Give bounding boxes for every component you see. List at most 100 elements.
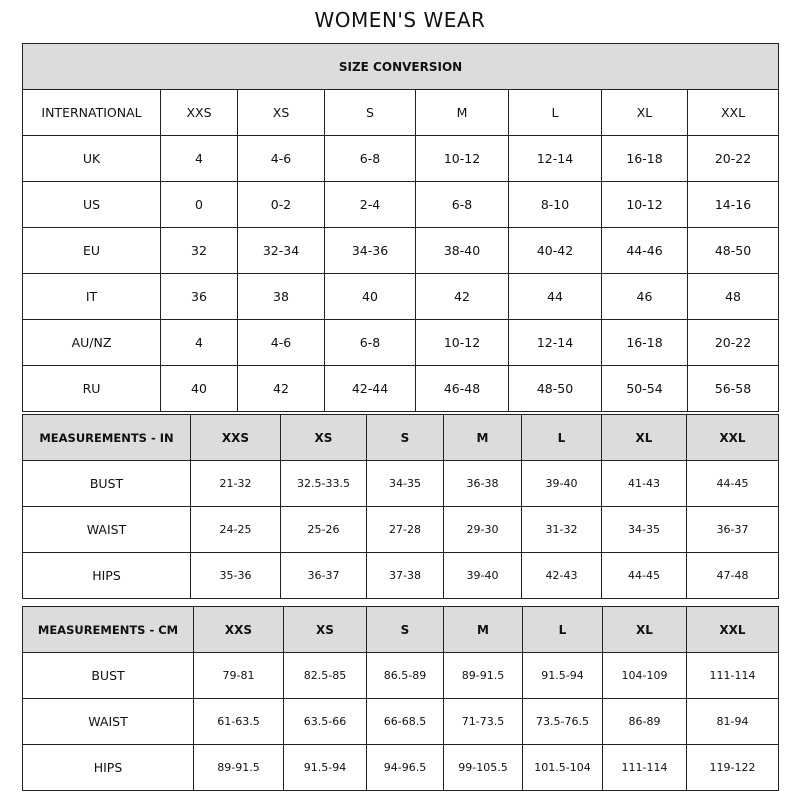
- measurements-cm-table: MEASUREMENTS - CM XXS XS S M L XL XXL BUST 79-81…: [22, 606, 779, 791]
- table-cell: 44: [508, 273, 602, 320]
- table-row: HIPS 89-91.5 91.5-94 94-96.5 99-105.5 101.5-1…: [22, 744, 779, 791]
- table-cell: 48-50: [686, 227, 780, 274]
- table-cell: 24-25: [190, 506, 281, 553]
- table-cell: 61-63.5: [193, 698, 284, 745]
- table-cell: 6-8: [324, 135, 416, 182]
- table-cell: 44-45: [601, 552, 687, 599]
- table-cell: 10-12: [601, 181, 688, 228]
- table-cell: 42: [237, 365, 325, 412]
- table-cell: 66-68.5: [366, 698, 444, 745]
- page-title: WOMEN'S WEAR: [314, 8, 486, 32]
- table-row: WAIST 24-25 25-26 27-28 29-30 31-32 34-35 36-37: [22, 506, 779, 553]
- table-cell: 8-10: [508, 181, 602, 228]
- table-row: RU 40 42 42-44 46-48 48-50 50-54 56-58: [22, 365, 780, 412]
- table-cell: 86-89: [602, 698, 687, 745]
- table-cell: 36-38: [443, 460, 522, 507]
- table-cell: 63.5-66: [283, 698, 367, 745]
- table-cell: 42-44: [324, 365, 416, 412]
- table-cell: 46-48: [415, 365, 509, 412]
- table-cell: 14-16: [686, 181, 780, 228]
- table-cell: 27-28: [366, 506, 444, 553]
- row-label: EU: [22, 227, 161, 274]
- row-label: US: [22, 181, 161, 228]
- table-row: WAIST 61-63.5 63.5-66 66-68.5 71-73.5 73.5-76…: [22, 698, 779, 745]
- table-cell: 6-8: [415, 181, 509, 228]
- table-cell: 25-26: [280, 506, 367, 553]
- row-label: AU/NZ: [22, 319, 161, 366]
- table-cell: 71-73.5: [443, 698, 523, 745]
- column-header: XXS: [160, 89, 238, 136]
- column-header: S: [366, 606, 444, 653]
- table-cell: 89-91.5: [193, 744, 284, 791]
- column-header: XL: [601, 89, 688, 136]
- row-label-header: INTERNATIONAL: [22, 89, 161, 136]
- column-header: XXS: [190, 414, 281, 461]
- table-cell: 32: [160, 227, 238, 274]
- table-cell: 42-43: [521, 552, 602, 599]
- column-header: L: [508, 89, 602, 136]
- column-header: M: [443, 414, 522, 461]
- row-label: WAIST: [22, 698, 194, 745]
- row-label: BUST: [22, 460, 191, 507]
- table-cell: 39-40: [521, 460, 602, 507]
- table-cell: 42: [415, 273, 509, 320]
- table-cell: 34-35: [366, 460, 444, 507]
- table-header-row: MEASUREMENTS - IN XXS XS S M L XL XXL: [22, 414, 779, 461]
- column-header: S: [324, 89, 416, 136]
- column-header: XL: [602, 606, 687, 653]
- table-cell: 31-32: [521, 506, 602, 553]
- table-cell: 46: [601, 273, 688, 320]
- table-cell: 32.5-33.5: [280, 460, 367, 507]
- table-cell: 35-36: [190, 552, 281, 599]
- table-cell: 99-105.5: [443, 744, 523, 791]
- table-cell: 12-14: [508, 135, 602, 182]
- table-cell: 39-40: [443, 552, 522, 599]
- table-cell: 48-50: [508, 365, 602, 412]
- table-cell: 119-122: [686, 744, 779, 791]
- table-cell: 36-37: [686, 506, 779, 553]
- table-row: HIPS 35-36 36-37 37-38 39-40 42-43 44-45 47-48: [22, 552, 779, 599]
- table-cell: 86.5-89: [366, 652, 444, 699]
- table-cell: 4: [160, 319, 238, 366]
- size-conversion-table: SIZE CONVERSION INTERNATIONAL XXS XS S M L XL X…: [21, 43, 780, 412]
- table-cell: 20-22: [686, 319, 780, 366]
- table-cell: 0: [160, 181, 238, 228]
- table-cell: 40-42: [508, 227, 602, 274]
- table-cell: 82.5-85: [283, 652, 367, 699]
- table-cell: 50-54: [601, 365, 688, 412]
- row-label: BUST: [22, 652, 194, 699]
- row-label: WAIST: [22, 506, 191, 553]
- table-banner-row: SIZE CONVERSION: [21, 43, 780, 90]
- table-cell: 4-6: [237, 319, 325, 366]
- column-header: M: [443, 606, 523, 653]
- column-header: XS: [237, 89, 325, 136]
- table-row: UK 4 4-6 6-8 10-12 12-14 16-18 20-22: [22, 135, 780, 182]
- table-cell: 94-96.5: [366, 744, 444, 791]
- table-cell: 16-18: [601, 135, 688, 182]
- column-header: M: [415, 89, 509, 136]
- table-cell: 36-37: [280, 552, 367, 599]
- table-cell: 79-81: [193, 652, 284, 699]
- table-cell: 2-4: [324, 181, 416, 228]
- table-cell: 81-94: [686, 698, 779, 745]
- table-cell: 73.5-76.5: [522, 698, 603, 745]
- table-cell: 44-46: [601, 227, 688, 274]
- table-cell: 36: [160, 273, 238, 320]
- table-cell: 16-18: [601, 319, 688, 366]
- table-row: EU 32 32-34 34-36 38-40 40-42 44-46 48-50: [22, 227, 780, 274]
- table-cell: 34-36: [324, 227, 416, 274]
- table-cell: 6-8: [324, 319, 416, 366]
- table-cell: 41-43: [601, 460, 687, 507]
- table-cell: 47-48: [686, 552, 779, 599]
- table-cell: 104-109: [602, 652, 687, 699]
- column-header: XL: [601, 414, 687, 461]
- table-cell: 21-32: [190, 460, 281, 507]
- table-row: BUST 79-81 82.5-85 86.5-89 89-91.5 91.5-94 104…: [22, 652, 779, 699]
- table-cell: 101.5-104: [522, 744, 603, 791]
- table-cell: 40: [324, 273, 416, 320]
- column-header: XXS: [193, 606, 284, 653]
- table-cell: 91.5-94: [522, 652, 603, 699]
- table-cell: 20-22: [686, 135, 780, 182]
- table-cell: 44-45: [686, 460, 779, 507]
- table-cell: 10-12: [415, 319, 509, 366]
